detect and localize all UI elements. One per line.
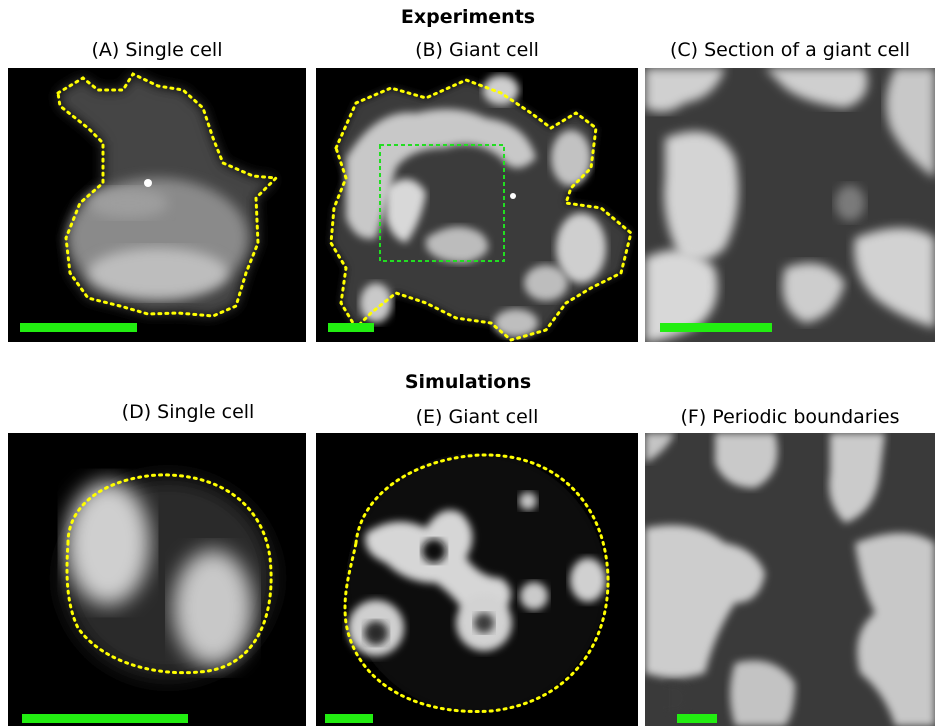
- experiments-heading: Experiments: [400, 6, 536, 28]
- panel-a-scale-bar: [20, 323, 137, 332]
- panel-a-image: [8, 68, 306, 342]
- panel-e-scale-bar: [325, 714, 373, 723]
- panel-e-title: (E) Giant cell: [415, 406, 539, 428]
- panel-c-scale-bar: [660, 323, 772, 332]
- panel-d-title: (D) Single cell: [121, 401, 255, 423]
- panel-c-title: (C) Section of a giant cell: [669, 39, 910, 61]
- panel-a-title: (A) Single cell: [91, 39, 223, 61]
- panel-f-image: [645, 433, 935, 726]
- panel-e-image: [316, 433, 638, 726]
- simulations-heading: Simulations: [404, 371, 532, 393]
- panel-b-image: [316, 68, 638, 342]
- panel-d-image: [8, 433, 306, 726]
- panel-c-image: [645, 68, 935, 342]
- panel-f-scale-bar: [677, 714, 717, 723]
- panel-f-title: (F) Periodic boundaries: [680, 406, 900, 428]
- panel-b-scale-bar: [328, 323, 374, 332]
- panel-b-title: (B) Giant cell: [415, 39, 539, 61]
- panel-d-scale-bar: [22, 714, 188, 723]
